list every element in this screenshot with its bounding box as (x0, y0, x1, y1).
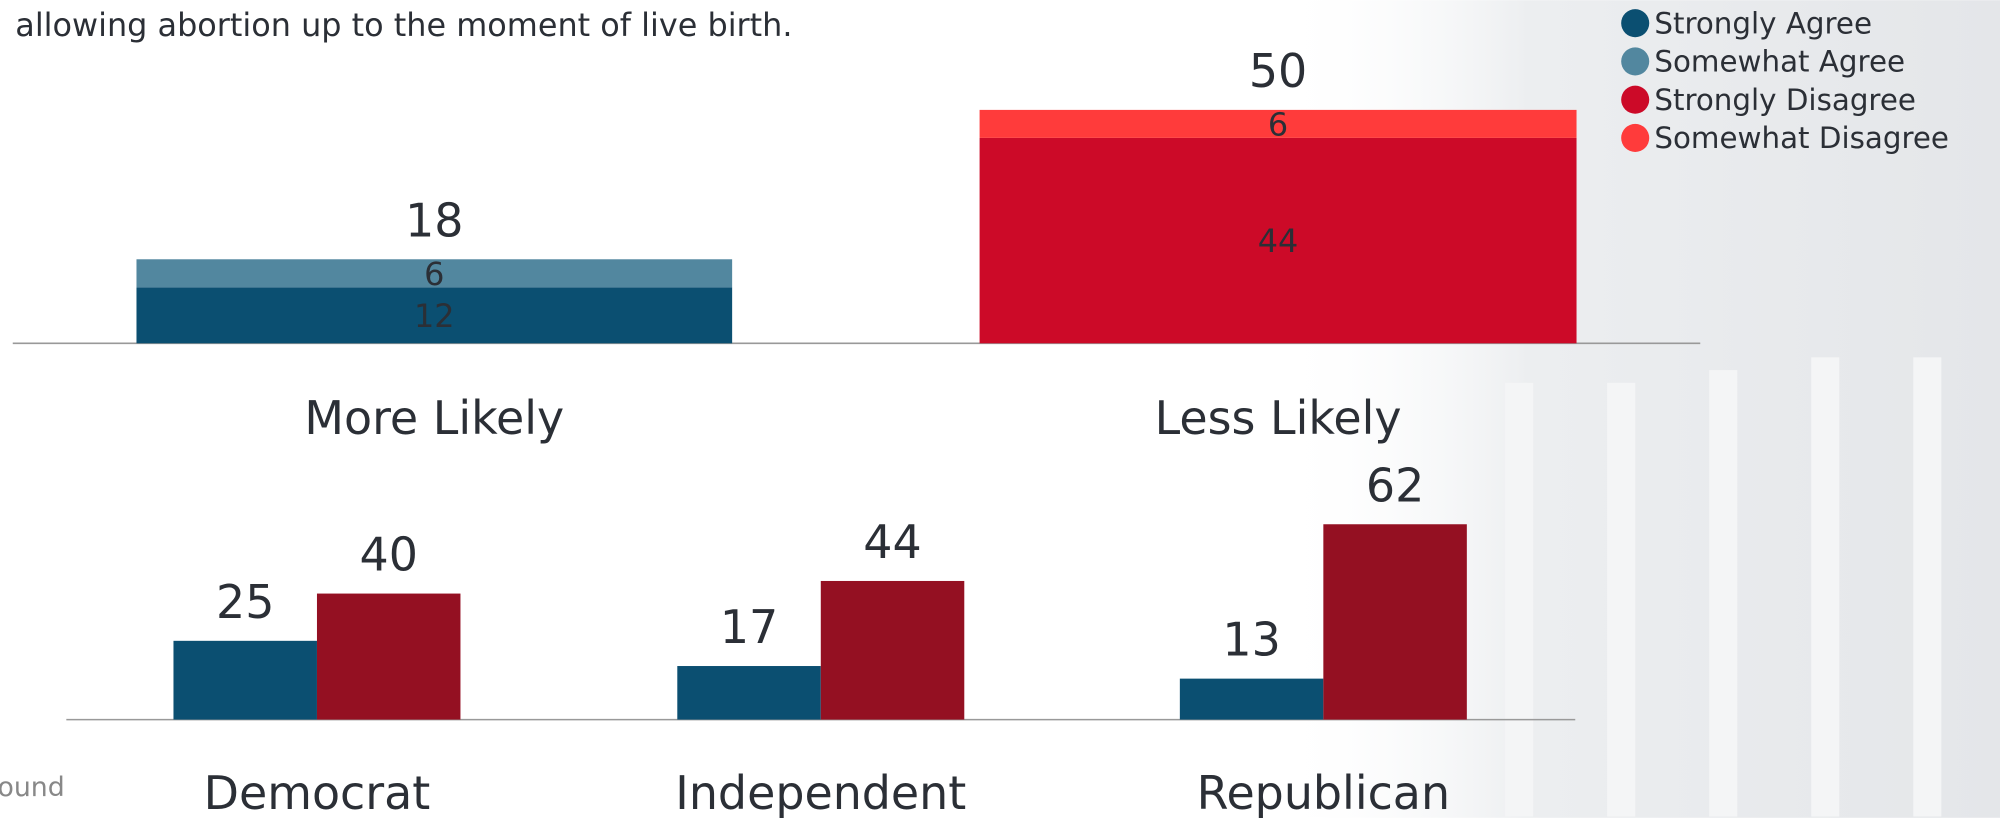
bar (1323, 524, 1467, 720)
legend-marker (1621, 123, 1650, 152)
legend-marker (1621, 47, 1650, 76)
source: ound (0, 772, 65, 803)
value-label: 44 (863, 515, 921, 569)
bar (820, 580, 965, 720)
bar (1179, 678, 1324, 720)
legend-label: Strongly Agree (1654, 6, 1872, 40)
bar (677, 666, 821, 720)
category-label: Independent (675, 766, 966, 818)
value-label: 17 (720, 600, 778, 654)
legend-marker (1621, 9, 1650, 38)
subtitle: allowing abortion up to the moment of li… (15, 6, 792, 44)
segment-label: 6 (424, 255, 444, 293)
bar-segment (979, 109, 1577, 138)
value-label: 13 (1222, 613, 1280, 667)
bar-segment (979, 137, 1577, 344)
segment-label: 44 (1258, 222, 1299, 260)
segment-label: 12 (414, 297, 455, 335)
total-label: 50 (1249, 44, 1307, 98)
category-label: Republican (1197, 766, 1450, 818)
legend-label: Somewhat Disagree (1654, 121, 1949, 155)
bottom-chart: 25 40 Democrat 17 44 Independent 13 62 Republica… (66, 458, 1576, 820)
total-label: 18 (405, 193, 463, 247)
category-label: More Likely (304, 391, 564, 445)
category-label: Less Likely (1155, 391, 1402, 445)
bar (316, 593, 461, 720)
value-label: 62 (1366, 458, 1424, 512)
value-label: 40 (360, 528, 418, 582)
legend-marker (1621, 85, 1650, 114)
value-label: 25 (216, 575, 274, 629)
legend-label: Somewhat Agree (1654, 45, 1905, 79)
columns (1505, 357, 1942, 817)
bar-segment (136, 259, 733, 288)
bar-segment (136, 287, 733, 344)
top-chart: 12 6 18 More Likely 44 6 50 Less Likely Strongly… (12, 6, 1949, 445)
bar (173, 640, 317, 720)
category-label: Democrat (204, 766, 431, 818)
segment-label: 6 (1268, 105, 1288, 143)
legend-label: Strongly Disagree (1654, 83, 1916, 117)
